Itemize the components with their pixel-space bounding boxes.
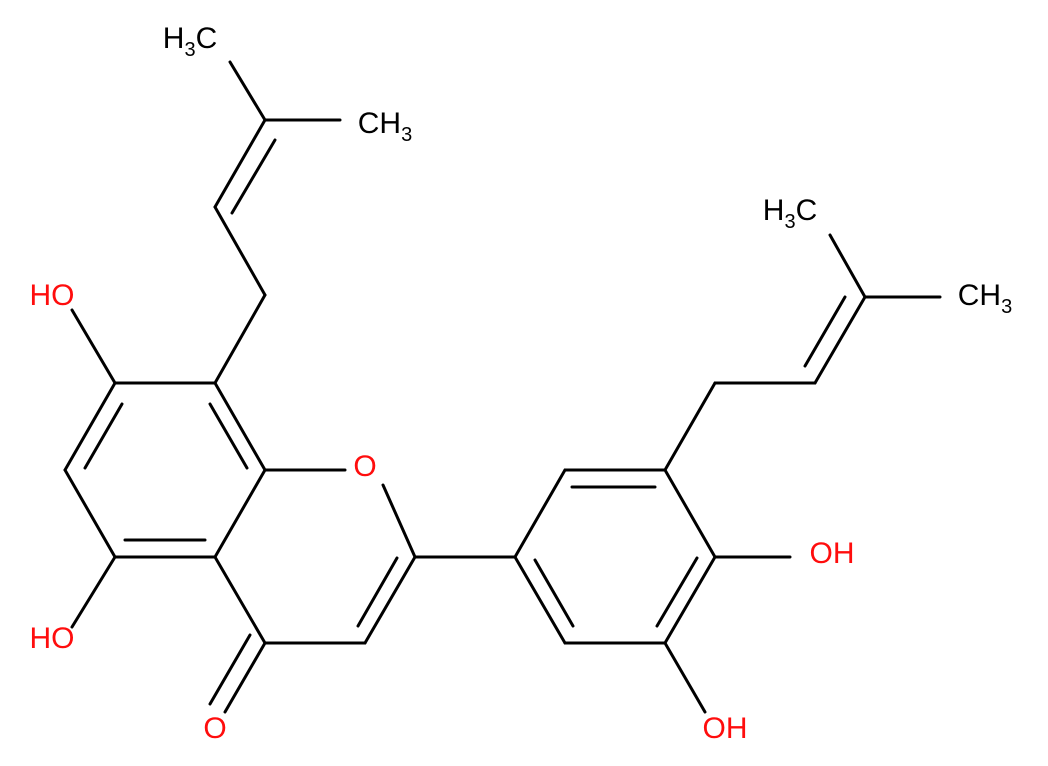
carbonyl-oxygen-label: O (203, 712, 226, 745)
bond (803, 295, 847, 368)
methyl-label: H3C (163, 22, 217, 61)
bond (213, 381, 267, 472)
bond (663, 641, 707, 714)
methyl-label: CH3 (958, 279, 1012, 318)
methyl-label: CH3 (358, 107, 412, 146)
bond (208, 402, 249, 470)
bond (663, 381, 717, 472)
bond (208, 633, 252, 706)
bond (83, 402, 124, 470)
bond (230, 138, 277, 215)
bond (213, 468, 267, 559)
hydroxyl-label: HO (30, 622, 75, 655)
bond (213, 293, 267, 385)
methyl-label: H3C (763, 194, 817, 233)
hydroxyl-label: OH (703, 712, 748, 745)
bond (213, 118, 267, 209)
bond (381, 483, 417, 559)
bond (533, 558, 575, 628)
bond (513, 468, 567, 559)
bonds (63, 60, 942, 714)
bond (223, 641, 267, 714)
bond (63, 468, 117, 559)
bond (213, 205, 267, 297)
hydroxyl-label: HO (30, 279, 75, 312)
bond (363, 555, 417, 645)
bond (70, 308, 117, 385)
hydroxyl-label: OH (810, 537, 855, 570)
bond (63, 381, 117, 472)
bond (828, 233, 867, 299)
bond (663, 468, 717, 559)
ring-oxygen-label: O (353, 450, 376, 483)
bond (655, 556, 699, 628)
bond (663, 555, 717, 645)
bond (513, 555, 567, 645)
bond (356, 556, 399, 628)
bond (228, 60, 267, 122)
bond (813, 295, 867, 385)
bond (213, 555, 267, 645)
bond (70, 555, 117, 629)
